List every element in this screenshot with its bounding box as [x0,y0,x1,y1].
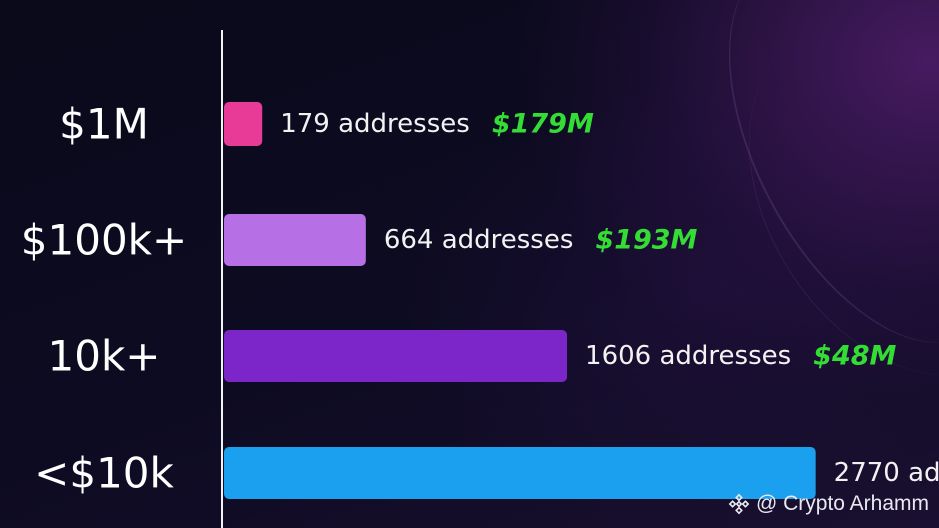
value-label: 1606 addresses [585,341,791,371]
watermark-text: @ Crypto Arhamm [755,492,929,515]
watermark: @ Crypto Arhamm [728,492,929,516]
category-label: $1M [59,100,149,149]
value-label: 179 addresses [280,109,470,139]
value-label: 664 addresses [384,225,574,255]
category-label: 10k+ [48,332,161,381]
total-value-label: $193M [595,225,697,256]
bar [224,330,568,382]
category-label: $100k+ [21,216,187,265]
binance-logo-icon [728,493,750,515]
total-value-label: $48M [813,341,896,372]
bar [224,102,263,146]
total-value-label: $179M [492,109,594,140]
bar [224,214,366,266]
value-label: 2770 addresses [834,458,939,488]
bar [224,447,816,499]
category-label: <$10k [34,449,174,498]
